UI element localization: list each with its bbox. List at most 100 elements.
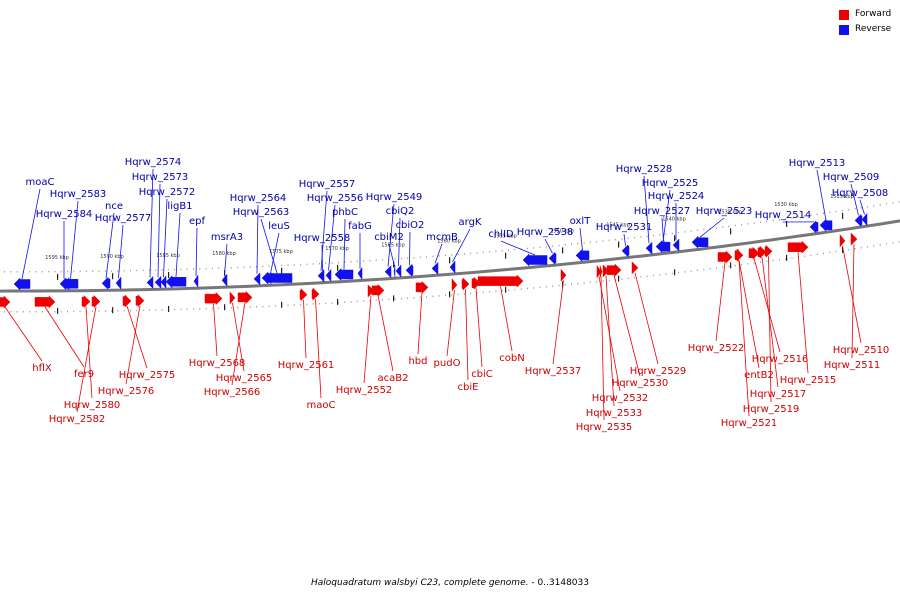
- forward-gene-label[interactable]: Hqrw_2561: [278, 360, 335, 371]
- reverse-gene-label[interactable]: leuS: [268, 221, 290, 232]
- forward-gene-arrow[interactable]: [717, 250, 733, 264]
- reverse-gene-label[interactable]: Hqrw_2524: [648, 191, 705, 202]
- reverse-gene-arrow[interactable]: [160, 275, 167, 289]
- reverse-gene-label[interactable]: mcmB: [426, 232, 458, 243]
- reverse-gene-label[interactable]: Hqrw_2564: [230, 193, 287, 204]
- reverse-gene-label[interactable]: cbiQ2: [386, 206, 415, 217]
- reverse-gene-arrow[interactable]: [115, 276, 122, 290]
- forward-gene-label[interactable]: cobN: [499, 353, 524, 364]
- reverse-gene-label[interactable]: Hqrw_2572: [139, 187, 196, 198]
- reverse-gene-label[interactable]: oxlT: [570, 216, 592, 227]
- forward-gene-label[interactable]: Hqrw_2516: [752, 354, 809, 365]
- reverse-gene-label[interactable]: Hqrw_2528: [616, 164, 673, 175]
- reverse-gene-arrow[interactable]: [662, 240, 665, 253]
- forward-gene-label[interactable]: maoC: [307, 400, 336, 411]
- forward-gene-arrow[interactable]: [471, 276, 481, 290]
- forward-gene-label[interactable]: Hqrw_2535: [576, 422, 633, 433]
- reverse-gene-label[interactable]: Hqrw_2509: [823, 172, 880, 183]
- reverse-gene-arrow[interactable]: [384, 265, 392, 279]
- forward-gene-arrow[interactable]: [737, 249, 741, 262]
- reverse-gene-label[interactable]: Hqrw_2527: [634, 206, 691, 217]
- reverse-gene-label[interactable]: Hqrw_2574: [125, 157, 182, 168]
- forward-gene-label[interactable]: Hqrw_2511: [824, 360, 881, 371]
- reverse-gene-arrow[interactable]: [154, 275, 162, 289]
- reverse-gene-arrow[interactable]: [431, 261, 439, 276]
- reverse-gene-label[interactable]: Hqrw_2514: [755, 210, 812, 221]
- reverse-gene-label[interactable]: Hqrw_2577: [95, 213, 152, 224]
- forward-gene-label[interactable]: Hqrw_2529: [630, 366, 687, 377]
- forward-gene-label[interactable]: Hqrw_2568: [189, 358, 246, 369]
- forward-gene-arrow[interactable]: [839, 234, 846, 248]
- forward-gene-arrow[interactable]: [850, 232, 858, 246]
- reverse-gene-arrow[interactable]: [59, 277, 69, 291]
- forward-gene-label[interactable]: Hqrw_2533: [586, 408, 643, 419]
- forward-gene-label[interactable]: Hqrw_2565: [216, 373, 273, 384]
- reverse-gene-label[interactable]: Hqrw_2583: [50, 189, 107, 200]
- reverse-gene-label[interactable]: Hqrw_2538: [517, 227, 574, 238]
- forward-gene-label[interactable]: Hqrw_2517: [750, 389, 807, 400]
- reverse-gene-arrow[interactable]: [861, 212, 868, 227]
- reverse-gene-arrow[interactable]: [645, 241, 653, 255]
- reverse-gene-label[interactable]: moaC: [26, 177, 55, 188]
- forward-gene-arrow[interactable]: [606, 263, 622, 277]
- forward-gene-arrow[interactable]: [599, 265, 603, 278]
- forward-gene-label[interactable]: pudO: [434, 358, 461, 369]
- forward-gene-label[interactable]: hflX: [32, 363, 52, 374]
- forward-gene-arrow[interactable]: [757, 245, 767, 259]
- forward-gene-arrow[interactable]: [596, 264, 602, 279]
- reverse-gene-arrow[interactable]: [405, 263, 414, 277]
- forward-gene-arrow[interactable]: [371, 283, 385, 298]
- reverse-gene-label[interactable]: epf: [189, 216, 206, 227]
- forward-gene-label[interactable]: Hqrw_2576: [98, 386, 155, 397]
- forward-gene-label[interactable]: cbiE: [458, 382, 479, 393]
- reverse-gene-arrow[interactable]: [253, 272, 261, 286]
- forward-gene-label[interactable]: Hqrw_2582: [49, 414, 106, 425]
- forward-gene-arrow[interactable]: [764, 244, 773, 258]
- forward-gene-arrow[interactable]: [204, 291, 223, 306]
- forward-gene-arrow[interactable]: [237, 290, 253, 305]
- forward-gene-label[interactable]: Hqrw_2575: [119, 370, 176, 381]
- forward-gene-label[interactable]: Hqrw_2515: [780, 375, 837, 386]
- forward-gene-arrow[interactable]: [0, 295, 11, 309]
- forward-gene-label[interactable]: Hqrw_2510: [833, 345, 890, 356]
- reverse-gene-arrow[interactable]: [393, 265, 396, 278]
- forward-gene-label[interactable]: acaB2: [378, 373, 409, 384]
- reverse-gene-label[interactable]: fabG: [348, 221, 372, 232]
- reverse-gene-label[interactable]: cbiO2: [396, 220, 425, 231]
- reverse-gene-label[interactable]: Hqrw_2563: [233, 207, 290, 218]
- reverse-gene-arrow[interactable]: [809, 220, 819, 234]
- forward-gene-arrow[interactable]: [602, 264, 610, 278]
- forward-gene-arrow[interactable]: [135, 294, 145, 308]
- forward-gene-arrow[interactable]: [787, 240, 809, 254]
- reverse-gene-arrow[interactable]: [165, 275, 187, 289]
- reverse-gene-arrow[interactable]: [522, 253, 548, 267]
- reverse-gene-label[interactable]: ligB1: [167, 201, 192, 212]
- reverse-gene-label[interactable]: Hqrw_2549: [366, 192, 423, 203]
- reverse-gene-label[interactable]: cbiM2: [374, 232, 404, 243]
- forward-gene-arrow[interactable]: [415, 280, 429, 295]
- reverse-gene-arrow[interactable]: [221, 273, 228, 287]
- reverse-gene-arrow[interactable]: [101, 276, 111, 290]
- forward-gene-arrow[interactable]: [229, 291, 236, 305]
- reverse-gene-label[interactable]: msrA3: [211, 232, 243, 243]
- reverse-gene-label[interactable]: Hqrw_2513: [789, 158, 846, 169]
- forward-gene-arrow[interactable]: [560, 268, 567, 282]
- reverse-gene-arrow[interactable]: [449, 260, 456, 274]
- reverse-gene-label[interactable]: Hqrw_2556: [307, 193, 364, 204]
- forward-gene-arrow[interactable]: [477, 274, 524, 288]
- forward-gene-arrow[interactable]: [91, 294, 101, 309]
- forward-gene-label[interactable]: cbiC: [471, 369, 493, 380]
- reverse-gene-label[interactable]: nce: [105, 201, 123, 212]
- reverse-gene-arrow[interactable]: [334, 267, 354, 282]
- reverse-gene-label[interactable]: Hqrw_2531: [596, 222, 653, 233]
- forward-gene-arrow[interactable]: [81, 294, 91, 309]
- reverse-gene-arrow[interactable]: [146, 275, 154, 290]
- forward-gene-arrow[interactable]: [311, 287, 320, 301]
- reverse-gene-label[interactable]: Hqrw_2525: [642, 178, 699, 189]
- reverse-gene-label[interactable]: Hqrw_2523: [696, 206, 753, 217]
- forward-gene-label[interactable]: entB2: [744, 370, 774, 381]
- forward-gene-arrow[interactable]: [299, 288, 308, 302]
- reverse-gene-arrow[interactable]: [325, 268, 332, 283]
- reverse-gene-arrow[interactable]: [819, 218, 833, 232]
- forward-gene-label[interactable]: Hqrw_2566: [204, 387, 261, 398]
